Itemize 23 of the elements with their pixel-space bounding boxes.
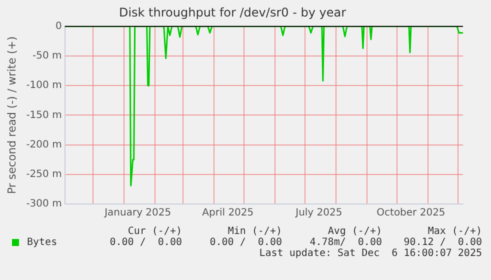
y-axis-title: Pr second read (-) / write (+)	[5, 36, 18, 194]
legend-label: Bytes	[27, 237, 58, 248]
text: Min (-/+)	[226, 226, 282, 237]
text: Cur (-/+)	[126, 226, 182, 237]
text: Avg (-/+)	[326, 226, 382, 237]
chart-title: Disk throughput for /dev/sr0 - by year	[118, 5, 346, 20]
x-tick-label: October 2025	[376, 208, 446, 219]
x-tick-label: July 2025	[294, 208, 342, 219]
x-tick-label: April 2025	[202, 208, 254, 219]
text: 90.12 / 0.00	[402, 237, 482, 248]
text: Max (-/+)	[426, 226, 482, 237]
y-tick-label: 0	[55, 20, 62, 32]
y-tick-label: -200 m	[26, 139, 62, 150]
y-tick-label: -300 m	[26, 198, 62, 210]
text: Last update: Sat Dec 6 16:00:07 2025	[258, 248, 482, 259]
y-tick-label: -50 m	[32, 50, 62, 62]
y-tick-label: -150 m	[26, 110, 62, 121]
x-tick-label: January 2025	[104, 208, 172, 219]
text: 0.00 / 0.00	[108, 237, 182, 248]
y-tick-label: -250 m	[26, 168, 62, 180]
y-tick-label: -100 m	[26, 80, 62, 92]
text: 0.00 / 0.00	[208, 237, 282, 248]
text: 4.78m/ 0.00	[308, 237, 382, 248]
